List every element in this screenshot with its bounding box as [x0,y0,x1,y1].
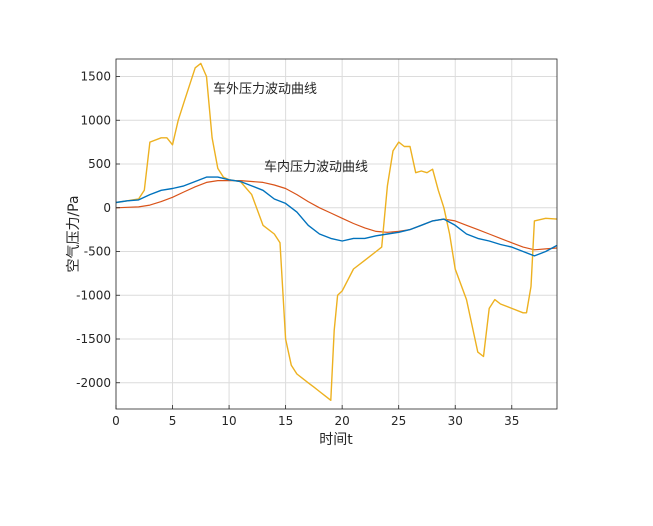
plot-frame [115,58,558,410]
series-layer [115,62,558,401]
y-tick-label: -500 [84,245,111,259]
x-tick-label: 25 [391,414,406,428]
y-tick-label: 1000 [80,113,111,127]
y-tick-label: -1000 [76,288,111,302]
x-tick-label: 0 [112,414,120,428]
y-tick-label: 0 [103,201,111,215]
inside-curve-annotation: 车内压力波动曲线 [264,159,368,175]
y-axis-title: 空气压力/Pa [66,195,82,272]
tick-labels: 0 5 10 15 20 25 30 35 1500 1000 500 0 -500 -1000 -1500… [76,70,519,429]
x-tick-label: 10 [221,414,236,428]
y-tick-label: 500 [88,157,111,171]
x-tick-label: 35 [504,414,519,428]
series-inside-line [115,176,558,257]
x-tick-label: 20 [335,414,350,428]
series-inside-smooth-line [115,180,558,251]
y-tick-label: 1500 [80,70,111,84]
x-tick-label: 5 [169,414,177,428]
ticks [115,76,513,409]
outside-curve-annotation: 车外压力波动曲线 [213,81,317,97]
x-tick-label: 30 [448,414,463,428]
x-tick-label: 15 [278,414,293,428]
y-tick-label: -1500 [76,332,111,346]
series-outside-line [115,62,558,401]
grid [115,59,557,409]
x-axis-title: 时间t [319,432,353,448]
y-tick-label: -2000 [76,376,111,390]
